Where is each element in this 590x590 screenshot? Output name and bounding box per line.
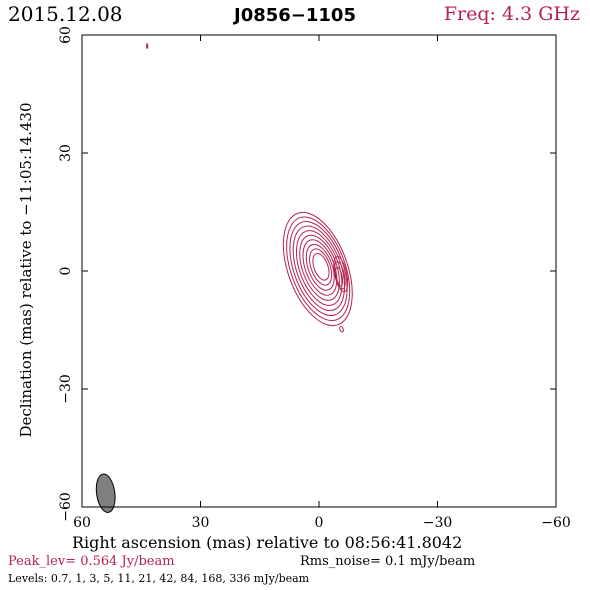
contour-core — [309, 248, 333, 286]
rms-noise: Rms_noise= 0.1 mJy/beam — [300, 554, 476, 569]
contour-core — [312, 252, 330, 281]
contour-spot — [146, 43, 149, 49]
y-tick-label: 60 — [58, 26, 74, 44]
beam-ellipse — [95, 473, 116, 513]
x-tick-label: −60 — [541, 515, 571, 531]
x-tick-label: 60 — [73, 515, 91, 531]
y-axis-label: Declination (mas) relative to −11:05:14.… — [17, 102, 35, 438]
x-tick-label: 0 — [315, 515, 324, 531]
frequency-label: Freq: 4.3 GHz — [443, 3, 580, 25]
contour-core — [292, 225, 346, 311]
contour-core — [282, 211, 353, 327]
contour-levels: Levels: 0.7, 1, 3, 5, 11, 21, 42, 84, 16… — [8, 572, 310, 585]
y-tick-label: −60 — [58, 492, 74, 522]
tick-layer — [81, 34, 557, 508]
contour-spot — [339, 326, 344, 333]
y-tick-label: 0 — [58, 267, 74, 276]
x-axis-label: Right ascension (mas) relative to 08:56:… — [72, 533, 463, 552]
y-tick-label: 30 — [58, 144, 74, 162]
epoch-date: 2015.12.08 — [8, 2, 123, 26]
tick-label-layer: 60 30 0 −30 −60 −60 −30 0 30 60 — [58, 26, 571, 531]
plot-frame — [81, 34, 557, 508]
x-tick-label: 30 — [192, 515, 210, 531]
contour-jet — [335, 266, 344, 287]
x-tick-label: −30 — [423, 515, 453, 531]
y-tick-label: −30 — [58, 374, 74, 404]
contour-core — [299, 234, 340, 301]
source-name: J0856−1105 — [234, 5, 356, 26]
peak-level: Peak_lev= 0.564 Jy/beam — [8, 554, 175, 569]
beam-layer — [95, 473, 116, 513]
contour-layer — [146, 43, 353, 333]
contour-core — [286, 216, 351, 322]
contour-core — [305, 243, 335, 291]
